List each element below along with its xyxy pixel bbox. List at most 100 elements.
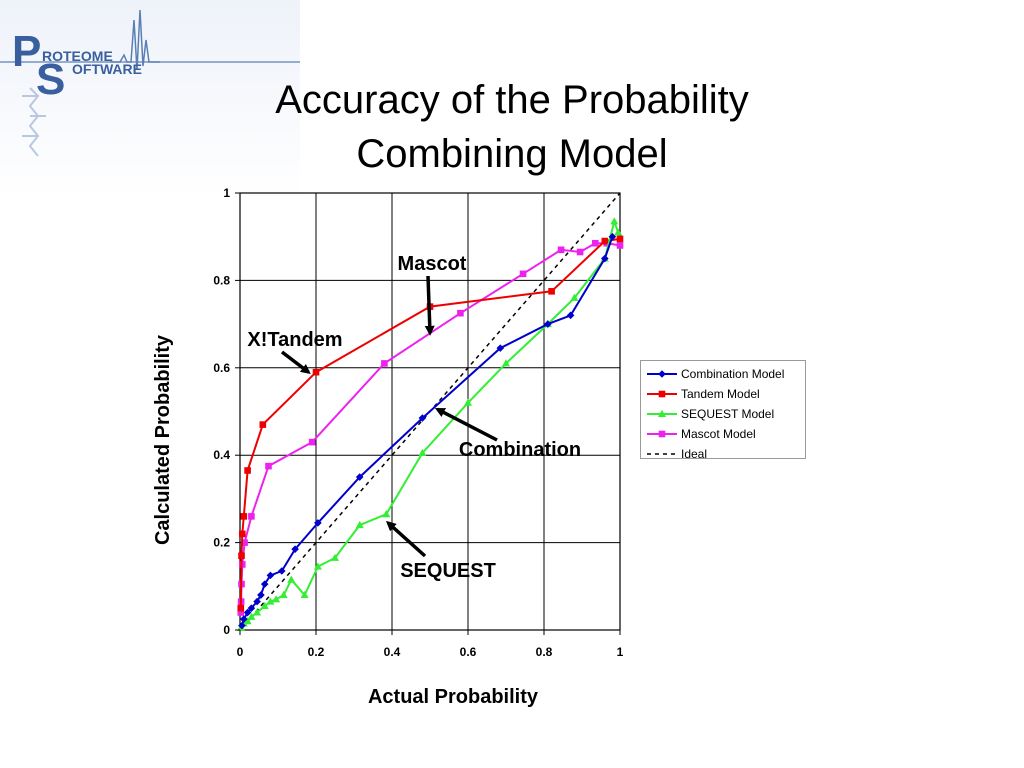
legend-label: Mascot Model (681, 427, 756, 441)
legend-label: Combination Model (681, 367, 785, 381)
combination-model-point (355, 473, 364, 481)
combination-model-point (260, 580, 269, 588)
mascot-model-point (519, 270, 527, 278)
legend-swatch (647, 430, 677, 438)
sequest-model-point (570, 293, 579, 301)
sequest-model-point (355, 520, 364, 529)
tandem-model-point (240, 513, 248, 520)
annotation-mascot: Mascot (398, 253, 467, 336)
combination-model-point (278, 567, 286, 575)
tandem-model-point (548, 288, 555, 295)
combination-model-point (566, 311, 575, 320)
sequest-model-point (502, 359, 510, 367)
combination-model-point (247, 604, 256, 612)
tandem-model-point (238, 530, 246, 538)
sequest-model-point (331, 553, 339, 561)
x-tick-label: 0.8 (536, 645, 553, 659)
x-tick-label: 0.2 (308, 645, 325, 659)
x-tick-label: 0 (237, 645, 244, 659)
legend-swatch (647, 370, 677, 378)
svg-text:OFTWARE: OFTWARE (72, 61, 142, 77)
mascot-model-point (381, 360, 388, 367)
annotation-label: Mascot (398, 253, 467, 275)
sequest-model-point (287, 575, 296, 583)
tandem-model-point (259, 421, 267, 428)
annotation-label: SEQUEST (400, 560, 496, 582)
y-tick-label: 0.6 (213, 361, 230, 375)
legend-item: Mascot Model (645, 424, 801, 444)
legend-label: Tandem Model (681, 387, 760, 401)
sequest-model-point (464, 398, 472, 406)
legend-item: SEQUEST Model (645, 404, 801, 424)
mascot-model-point (557, 246, 565, 254)
annotation-label: X!Tandem (247, 329, 342, 351)
combination-model-point (243, 608, 252, 617)
y-tick-label: 0.2 (213, 536, 230, 550)
sequest-model-point (247, 612, 256, 620)
y-tick-label: 1 (223, 186, 230, 200)
slide-title-line2: Combining Model (356, 132, 668, 176)
legend-item: Ideal (645, 444, 801, 464)
tandem-model-point (616, 235, 624, 243)
legend-swatch-marker (658, 409, 666, 417)
mascot-model-point (248, 513, 255, 520)
svg-text:P: P (12, 27, 41, 76)
annotation-combination: Combination (434, 407, 581, 461)
legend-swatch (647, 390, 677, 398)
combination-model-point (291, 545, 299, 553)
legend-item: Combination Model (645, 364, 801, 384)
sequest-model-point (382, 509, 391, 518)
combination-model-point (544, 320, 552, 328)
combination-model-point (418, 414, 427, 422)
slide-title-line1: Accuracy of the Probability (275, 78, 749, 122)
x-tick-label: 1 (617, 645, 624, 659)
mascot-model-point (616, 242, 624, 249)
sequest-model-point (300, 590, 309, 599)
legend-swatch-marker (658, 390, 666, 398)
proteome-software-logo: P S ROTEOME OFTWARE (0, 9, 300, 157)
svg-text:ROTEOME: ROTEOME (42, 48, 113, 64)
legend-item: Tandem Model (645, 384, 801, 404)
mascot-model-point (237, 609, 245, 616)
mascot-model-point (457, 309, 464, 317)
legend-label: Ideal (681, 447, 708, 461)
mascot-model-point (308, 438, 316, 446)
mascot-model-point (265, 462, 272, 470)
sequest-model-point (266, 597, 275, 605)
sequest-model-point (418, 448, 427, 457)
legend-swatch-marker (658, 370, 666, 378)
annotation-arrow (424, 275, 435, 336)
mascot-model-point (576, 248, 584, 256)
legend-label: SEQUEST Model (681, 407, 775, 421)
legend-swatch (647, 453, 677, 455)
sequest-model-point (614, 228, 623, 236)
tandem-model-point (601, 237, 609, 245)
tandem-model-point (237, 604, 245, 612)
combination-model-point (240, 615, 248, 623)
chart-legend: Combination Model Tandem Model SEQUEST Mod… (640, 360, 806, 461)
svg-text:S: S (36, 55, 65, 104)
y-tick-label: 0 (223, 623, 230, 637)
sequest-model-point (313, 562, 322, 570)
combination-model-point (238, 621, 246, 630)
tandem-model-point (312, 368, 320, 376)
x-axis-label: Actual Probability (368, 686, 539, 708)
combination-model-point (314, 519, 322, 527)
combination-model-point (496, 344, 505, 352)
sequest-model-point (272, 595, 281, 603)
x-tick-label: 0.4 (384, 645, 401, 659)
y-tick-label: 0.4 (213, 448, 230, 462)
annotation-sequest: SEQUEST (385, 520, 496, 582)
annotation-x-tandem: X!Tandem (247, 329, 343, 374)
y-axis-label: Calculated Probability (152, 334, 174, 545)
x-tick-label: 0.6 (460, 645, 477, 659)
mascot-model-point (241, 539, 248, 546)
y-tick-label: 0.8 (213, 273, 230, 287)
combination-model-point (266, 571, 275, 580)
legend-swatch-marker (658, 430, 666, 438)
sequest-model-point (253, 608, 262, 616)
legend-swatch (647, 409, 677, 417)
annotation-arrow (280, 350, 311, 374)
annotation-label: Combination (459, 439, 581, 461)
tandem-model-point (244, 467, 251, 474)
